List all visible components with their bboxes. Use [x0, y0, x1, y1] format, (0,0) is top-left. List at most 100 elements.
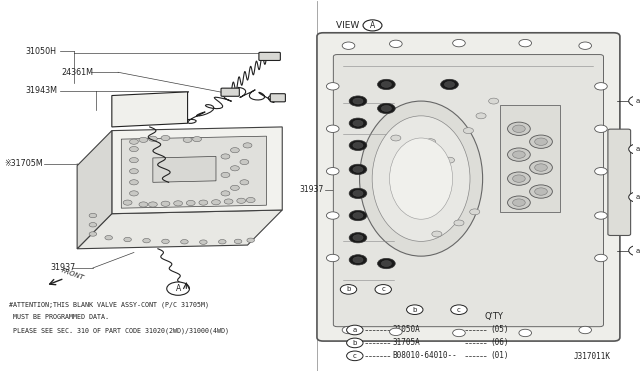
Circle shape — [173, 201, 182, 206]
Text: A: A — [175, 284, 180, 293]
Circle shape — [129, 139, 138, 144]
Circle shape — [381, 106, 392, 112]
Text: B08010-64010--: B08010-64010-- — [393, 351, 458, 360]
Circle shape — [347, 351, 363, 360]
Circle shape — [595, 254, 607, 262]
Text: #ATTENTION;THIS BLANK VALVE ASSY-CONT (P/C 31705M): #ATTENTION;THIS BLANK VALVE ASSY-CONT (P… — [9, 301, 209, 308]
Circle shape — [595, 167, 607, 175]
Text: ※31705M: ※31705M — [4, 159, 44, 169]
Circle shape — [519, 329, 532, 337]
Circle shape — [349, 164, 367, 174]
Circle shape — [347, 338, 363, 348]
Circle shape — [513, 125, 525, 132]
Circle shape — [349, 255, 367, 265]
Circle shape — [349, 140, 367, 151]
Polygon shape — [153, 157, 216, 182]
FancyBboxPatch shape — [608, 129, 630, 235]
Circle shape — [530, 161, 552, 174]
Circle shape — [230, 166, 239, 171]
Circle shape — [519, 39, 532, 47]
Circle shape — [628, 96, 640, 106]
Circle shape — [353, 166, 363, 172]
Text: 31937: 31937 — [51, 263, 76, 272]
Circle shape — [463, 128, 474, 134]
Text: b: b — [413, 307, 417, 313]
Ellipse shape — [390, 138, 452, 219]
Circle shape — [470, 209, 480, 215]
Bar — [500, 105, 560, 212]
Circle shape — [200, 240, 207, 244]
Circle shape — [353, 190, 363, 196]
Circle shape — [513, 175, 525, 182]
Circle shape — [199, 200, 208, 205]
Circle shape — [432, 231, 442, 237]
Circle shape — [212, 200, 220, 205]
Text: VIEW: VIEW — [336, 21, 362, 30]
Circle shape — [534, 138, 547, 145]
Circle shape — [326, 167, 339, 175]
Circle shape — [513, 199, 525, 206]
Circle shape — [89, 232, 97, 236]
Text: 31705A: 31705A — [393, 339, 420, 347]
Circle shape — [378, 79, 396, 90]
Circle shape — [326, 83, 339, 90]
Circle shape — [161, 135, 170, 141]
Circle shape — [353, 212, 363, 218]
Circle shape — [230, 148, 239, 153]
Text: b: b — [346, 286, 351, 292]
Polygon shape — [112, 127, 282, 214]
Circle shape — [326, 254, 339, 262]
Circle shape — [579, 326, 591, 334]
Circle shape — [595, 83, 607, 90]
Text: 31050H: 31050H — [26, 47, 56, 56]
Circle shape — [221, 191, 230, 196]
Circle shape — [508, 196, 531, 209]
Circle shape — [342, 42, 355, 49]
Circle shape — [105, 235, 113, 240]
FancyBboxPatch shape — [259, 52, 280, 61]
Circle shape — [218, 240, 226, 244]
Circle shape — [186, 201, 195, 206]
Text: c: c — [353, 353, 356, 359]
Circle shape — [513, 151, 525, 158]
FancyBboxPatch shape — [333, 55, 604, 327]
Text: 24361M: 24361M — [61, 68, 93, 77]
Circle shape — [530, 185, 552, 198]
Circle shape — [390, 328, 402, 336]
Text: b: b — [353, 340, 357, 346]
Circle shape — [628, 246, 640, 256]
Circle shape — [508, 148, 531, 161]
Text: Q'TY: Q'TY — [484, 312, 503, 321]
Text: PLEASE SEE SEC. 310 OF PART CODE 31020(2WD)/31000(4WD): PLEASE SEE SEC. 310 OF PART CODE 31020(2… — [9, 328, 229, 334]
Circle shape — [139, 202, 148, 207]
Circle shape — [148, 136, 157, 141]
FancyBboxPatch shape — [221, 88, 239, 96]
Circle shape — [139, 137, 148, 142]
Circle shape — [342, 326, 355, 334]
Circle shape — [595, 212, 607, 219]
Circle shape — [451, 305, 467, 314]
Circle shape — [628, 144, 640, 154]
Circle shape — [326, 125, 339, 132]
Circle shape — [452, 329, 465, 337]
Text: (01): (01) — [490, 351, 509, 360]
FancyBboxPatch shape — [270, 94, 285, 102]
Circle shape — [143, 238, 150, 243]
Circle shape — [183, 137, 192, 142]
Circle shape — [167, 282, 189, 295]
Circle shape — [353, 257, 363, 263]
Circle shape — [123, 200, 132, 205]
Circle shape — [89, 222, 97, 227]
Circle shape — [129, 147, 138, 152]
Circle shape — [180, 240, 188, 244]
Text: c: c — [381, 286, 385, 292]
Circle shape — [381, 81, 392, 87]
Ellipse shape — [372, 116, 470, 241]
Text: 31943M: 31943M — [26, 86, 58, 95]
Circle shape — [444, 81, 454, 87]
Text: a: a — [636, 194, 640, 200]
Circle shape — [353, 235, 363, 241]
Circle shape — [363, 20, 382, 31]
Circle shape — [441, 79, 458, 90]
Circle shape — [508, 122, 531, 135]
